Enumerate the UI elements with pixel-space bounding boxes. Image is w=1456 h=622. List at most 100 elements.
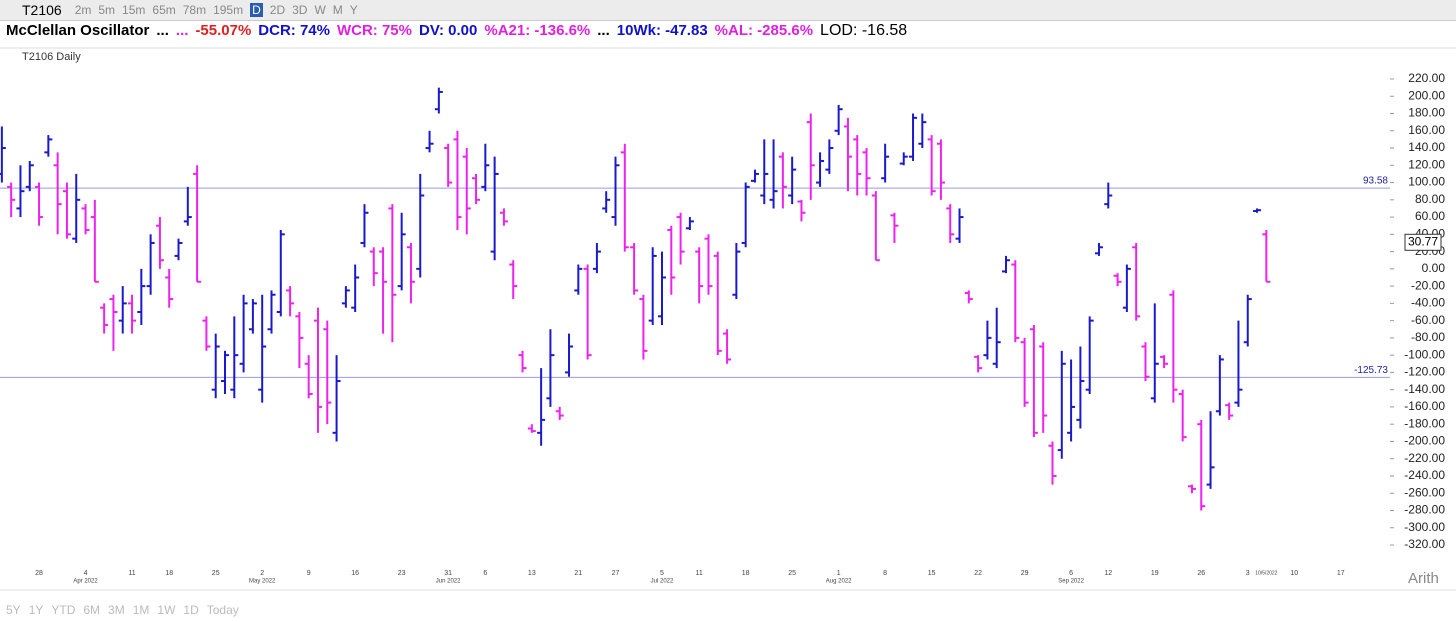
ohlc-bar — [946, 204, 955, 243]
x-tick-label: 22 — [974, 570, 982, 577]
ohlc-bar — [341, 286, 350, 308]
ohlc-bar — [704, 234, 713, 295]
ohlc-bar — [81, 204, 90, 235]
ohlc-bar — [248, 299, 257, 334]
ohlc-bar — [639, 294, 648, 360]
scale-mode[interactable]: Arith — [1408, 570, 1439, 587]
x-tick-label: 13 — [528, 570, 536, 577]
ohlc-bar — [537, 368, 546, 446]
y-tick-label: 160.00 — [1408, 123, 1445, 137]
range-button[interactable]: 1D — [183, 603, 199, 617]
range-button[interactable]: Today — [206, 603, 239, 617]
timeframe-button[interactable]: 5m — [98, 3, 116, 17]
ohlc-bar — [1178, 389, 1187, 442]
ohlc-bar — [425, 130, 434, 153]
indicator-value: %AL: -285.6% — [714, 22, 814, 39]
ohlc-bar — [155, 217, 164, 269]
range-button[interactable]: 6M — [83, 603, 101, 617]
ohlc-bar — [118, 286, 127, 334]
x-tick-label: 18 — [165, 570, 173, 577]
ohlc-bar — [620, 143, 629, 252]
range-bar: 5Y 1Y YTD 6M 3M 1M 1W 1D Today — [6, 603, 239, 617]
x-tick-label: 12 — [1104, 570, 1112, 577]
timeframe-button[interactable]: 2m — [74, 3, 92, 17]
x-month-label: Aug 2022 — [826, 579, 852, 585]
timeframe-button[interactable]: 2D — [269, 3, 286, 17]
timeframe-button[interactable]: M — [332, 3, 343, 17]
ohlc-bar — [472, 173, 481, 205]
range-button[interactable]: 1W — [157, 603, 176, 617]
ohlc-bar — [583, 264, 592, 360]
x-month-label: May 2022 — [249, 579, 276, 585]
reference-label: -125.73 — [1354, 365, 1388, 376]
indicator-value: -55.07% — [195, 22, 252, 39]
ohlc-bar — [434, 87, 443, 114]
ohlc-bar — [406, 242, 415, 304]
chart: T2106 Daily 220.00200.00180.00160.00140.… — [0, 47, 1456, 591]
indicator-value: DCR: 74% — [258, 22, 330, 39]
ohlc-bar — [1132, 242, 1141, 321]
x-tick-label: 11 — [696, 570, 703, 577]
ohlc-bar — [983, 320, 992, 360]
x-tick-label: 26 — [1197, 570, 1205, 577]
timeframe-button[interactable]: Y — [349, 3, 358, 17]
x-tick-label: 1 — [837, 570, 841, 577]
ohlc-bar — [816, 152, 825, 187]
ohlc-bar — [555, 406, 564, 420]
ohlc-bar — [509, 260, 518, 300]
symbol[interactable]: T2106 — [22, 2, 62, 18]
chart-title: T2106 Daily — [22, 51, 81, 63]
last-value-box — [1404, 233, 1442, 251]
ohlc-bar — [871, 191, 880, 262]
x-month-label: Sep 2022 — [1058, 579, 1084, 585]
indicator-value: ... — [175, 22, 189, 39]
range-button[interactable]: 5Y — [6, 603, 21, 617]
x-tick-label: 16 — [351, 570, 359, 577]
ohlc-bar — [304, 355, 313, 399]
ohlc-bar — [1002, 255, 1011, 274]
y-tick-label: -120.00 — [1404, 365, 1445, 379]
ohlc-bar — [927, 135, 936, 196]
ohlc-bar — [25, 160, 34, 192]
ohlc-bar — [7, 182, 16, 218]
timeframe-button[interactable]: 195m — [213, 3, 244, 17]
ohlc-bar — [936, 139, 945, 200]
timeframe-button[interactable]: 65m — [152, 3, 176, 17]
indicator-value: WCR: 75% — [336, 22, 412, 39]
x-month-label: Jun 2022 — [436, 579, 461, 585]
ohlc-bar — [825, 139, 834, 174]
y-tick-label: -200.00 — [1404, 434, 1445, 448]
ohlc-bar — [1243, 294, 1252, 347]
ohlc-bar — [313, 307, 322, 433]
x-tick-label: 29 — [1021, 570, 1029, 577]
y-tick-label: -80.00 — [1411, 330, 1445, 344]
y-tick-label: -100.00 — [1404, 347, 1445, 361]
ohlc-bar — [35, 182, 44, 226]
ohlc-bar — [267, 290, 276, 334]
x-tick-label: 28 — [35, 570, 43, 577]
ohlc-bar — [499, 208, 508, 226]
y-tick-label: -240.00 — [1404, 468, 1445, 482]
x-tick-label: 27 — [612, 570, 620, 577]
ohlc-bar — [1094, 242, 1103, 256]
range-button[interactable]: 3M — [108, 603, 125, 617]
ohlc-bar — [648, 247, 657, 325]
ohlc-bar — [992, 307, 1001, 369]
y-tick-label: -300.00 — [1404, 520, 1445, 534]
range-button[interactable]: 1M — [132, 603, 150, 617]
timeframe-button[interactable]: 78m — [182, 3, 207, 17]
ohlc-bar — [1160, 355, 1169, 369]
y-tick-label: 220.00 — [1408, 71, 1445, 85]
timeframe-button[interactable]: 3D — [292, 3, 308, 17]
range-button[interactable]: YTD — [51, 603, 76, 617]
timeframe-button[interactable]: W — [314, 3, 326, 17]
ohlc-bar — [1011, 260, 1020, 343]
ohlc-bar — [369, 247, 378, 287]
ohlc-bar — [518, 350, 527, 373]
ohlc-bar — [806, 113, 815, 200]
timeframe-button[interactable]: 15m — [122, 3, 146, 17]
range-button[interactable]: 1Y — [28, 603, 44, 617]
ohlc-bar — [481, 143, 490, 192]
ohlc-bar — [955, 208, 964, 243]
timeframe-button[interactable]: D — [250, 3, 263, 17]
